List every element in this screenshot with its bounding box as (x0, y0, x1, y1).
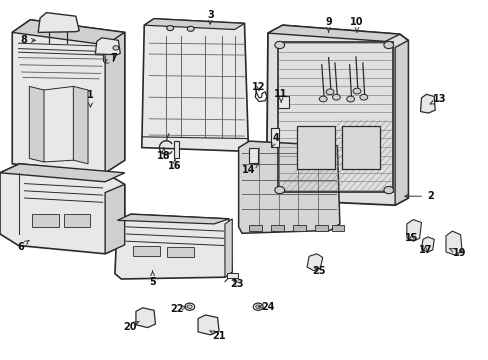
Bar (277, 96, 288, 108)
Text: 24: 24 (258, 302, 274, 312)
Text: 5: 5 (149, 271, 156, 287)
Circle shape (113, 46, 119, 50)
Polygon shape (421, 237, 433, 252)
Bar (342, 126, 380, 169)
Text: 1: 1 (87, 90, 94, 107)
Text: 2: 2 (404, 191, 433, 201)
Circle shape (274, 186, 284, 194)
Bar (249, 148, 258, 163)
Circle shape (274, 41, 284, 49)
Text: 19: 19 (449, 248, 466, 258)
Polygon shape (238, 141, 339, 233)
Polygon shape (38, 13, 79, 32)
Bar (277, 42, 392, 192)
Polygon shape (445, 231, 461, 255)
Polygon shape (0, 164, 124, 254)
Polygon shape (117, 214, 228, 224)
Text: 20: 20 (122, 321, 139, 332)
Circle shape (359, 94, 367, 100)
Polygon shape (306, 254, 322, 271)
Circle shape (325, 89, 333, 95)
Bar (63, 214, 90, 227)
Polygon shape (105, 184, 124, 254)
Bar (271, 128, 278, 147)
Bar (167, 247, 194, 257)
Text: 18: 18 (157, 148, 170, 161)
Text: 17: 17 (418, 245, 431, 255)
Polygon shape (12, 20, 124, 173)
Text: 15: 15 (404, 233, 418, 243)
Bar (331, 225, 343, 231)
Polygon shape (115, 214, 232, 279)
Text: 14: 14 (241, 164, 258, 175)
Polygon shape (29, 86, 44, 162)
Polygon shape (198, 315, 219, 335)
Circle shape (383, 41, 393, 49)
Bar (173, 141, 179, 158)
Polygon shape (136, 308, 155, 328)
Circle shape (319, 96, 326, 102)
Text: 11: 11 (274, 89, 287, 102)
Text: 16: 16 (168, 158, 182, 171)
Bar (293, 225, 305, 231)
Polygon shape (95, 38, 120, 55)
Text: 12: 12 (252, 82, 265, 92)
Polygon shape (12, 20, 124, 45)
Text: 22: 22 (170, 304, 186, 314)
Text: 10: 10 (349, 17, 363, 32)
Bar (32, 214, 59, 227)
Polygon shape (266, 25, 407, 205)
Bar (315, 225, 327, 231)
Text: 4: 4 (271, 132, 279, 147)
Text: 13: 13 (429, 94, 446, 104)
Polygon shape (73, 86, 88, 164)
Polygon shape (224, 219, 232, 277)
Circle shape (332, 94, 340, 100)
Circle shape (187, 305, 192, 309)
Bar (226, 273, 237, 278)
Bar (133, 246, 160, 256)
Polygon shape (267, 25, 399, 41)
Text: 8: 8 (20, 35, 35, 45)
Circle shape (166, 26, 173, 31)
Text: 9: 9 (325, 17, 331, 32)
Polygon shape (394, 40, 407, 205)
Polygon shape (144, 19, 244, 30)
Polygon shape (420, 94, 434, 113)
Text: 7: 7 (104, 53, 117, 63)
Polygon shape (406, 220, 421, 241)
Text: 6: 6 (17, 240, 29, 252)
Text: 3: 3 (206, 10, 213, 24)
Text: 23: 23 (230, 279, 244, 289)
Circle shape (346, 96, 354, 102)
Circle shape (352, 88, 360, 94)
Text: 21: 21 (209, 330, 225, 341)
Polygon shape (105, 32, 124, 173)
Polygon shape (0, 164, 124, 182)
Polygon shape (142, 19, 248, 151)
Bar (271, 225, 283, 231)
Circle shape (187, 26, 194, 31)
Bar (297, 126, 335, 169)
Circle shape (423, 101, 431, 107)
Circle shape (383, 186, 393, 194)
Text: 25: 25 (311, 266, 325, 276)
Bar (249, 225, 261, 231)
Circle shape (255, 305, 260, 309)
